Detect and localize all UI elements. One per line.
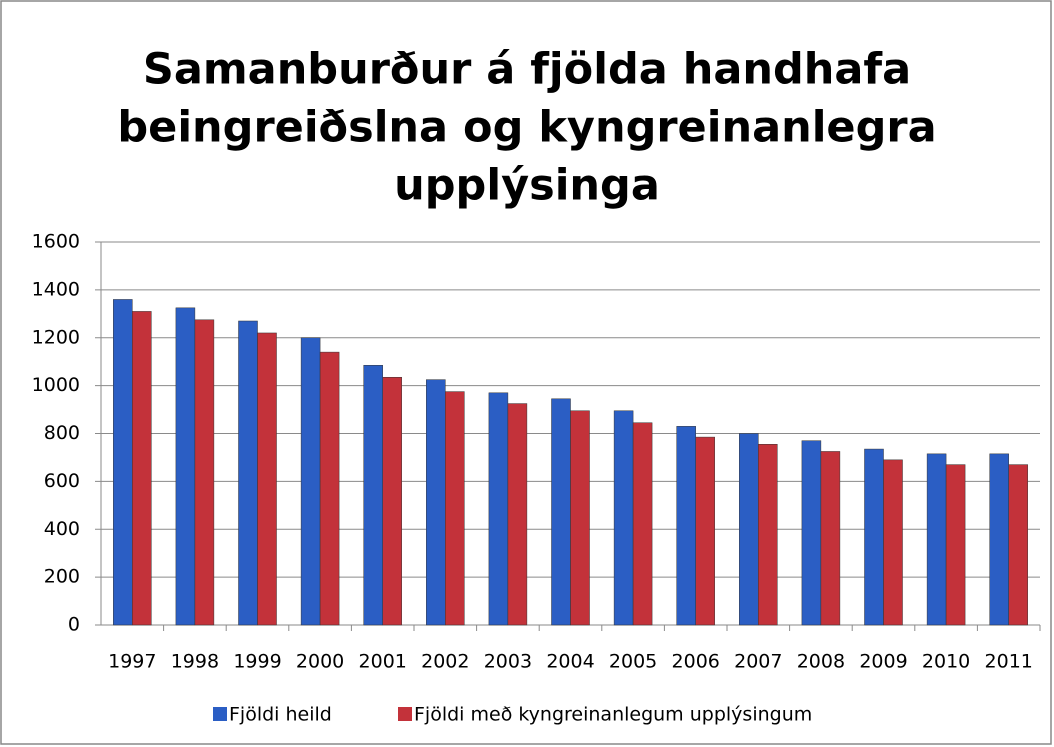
- bar: [426, 379, 446, 626]
- chart-title: Samanburður á fjölda handhafa: [143, 45, 911, 95]
- x-tick-label: 2005: [609, 651, 657, 673]
- x-tick-label: 2001: [359, 651, 407, 673]
- bar: [758, 444, 778, 626]
- bar: [820, 451, 841, 626]
- legend-label: Fjöldi með kyngreinanlegum upplýsingum: [414, 704, 812, 726]
- bar: [739, 433, 759, 626]
- bar: [926, 453, 947, 626]
- y-tick-label: 1600: [32, 231, 80, 253]
- x-tick-label: 1999: [233, 651, 281, 673]
- bar: [194, 319, 215, 626]
- x-tick-label: 2006: [672, 651, 720, 673]
- y-tick-label: 400: [44, 518, 80, 540]
- bar: [551, 398, 571, 626]
- bar: [300, 337, 321, 626]
- bar: [695, 436, 715, 626]
- x-tick-label: 2002: [421, 651, 469, 673]
- y-tick-label: 600: [44, 470, 80, 492]
- x-tick-label: 1998: [171, 651, 219, 673]
- bar: [1008, 464, 1028, 626]
- x-tick-label: 2000: [296, 651, 344, 673]
- x-tick-label: 2004: [546, 651, 594, 673]
- x-tick-label: 2008: [797, 651, 845, 673]
- bar: [613, 410, 634, 626]
- bar: [445, 391, 465, 626]
- bar: [319, 351, 340, 626]
- legend-swatch: [213, 707, 227, 721]
- chart-title: upplýsinga: [394, 161, 660, 211]
- x-tick-label: 2003: [484, 651, 532, 673]
- y-tick-label: 200: [44, 566, 80, 588]
- bar: [632, 422, 653, 626]
- bar: [570, 410, 590, 626]
- x-tick-label: 2007: [734, 651, 782, 673]
- x-tick-label: 2011: [985, 651, 1033, 673]
- chart-title: beingreiðslna og kyngreinanlegra: [117, 103, 936, 153]
- bar: [257, 332, 277, 626]
- bar: [382, 376, 402, 626]
- bar: [488, 392, 509, 626]
- bar: [363, 365, 383, 626]
- bar: [132, 311, 152, 626]
- bar: [989, 453, 1009, 626]
- bar: [864, 448, 884, 626]
- x-tick-label: 2009: [859, 651, 907, 673]
- bar: [801, 440, 822, 626]
- bar: [676, 426, 696, 626]
- x-tick-label: 1997: [108, 651, 156, 673]
- y-tick-label: 1400: [32, 278, 80, 300]
- bar: [883, 459, 903, 626]
- bar: [507, 403, 528, 626]
- bar: [945, 464, 966, 626]
- bar: [175, 307, 196, 626]
- x-tick-label: 2010: [922, 651, 970, 673]
- y-tick-label: 1000: [32, 374, 80, 396]
- y-tick-label: 800: [44, 422, 80, 444]
- bar: [113, 299, 133, 626]
- y-tick-label: 1200: [32, 326, 80, 348]
- y-tick-label: 0: [68, 614, 80, 636]
- legend-swatch: [398, 707, 412, 721]
- bar: [238, 320, 258, 626]
- legend-label: Fjöldi heild: [229, 704, 332, 726]
